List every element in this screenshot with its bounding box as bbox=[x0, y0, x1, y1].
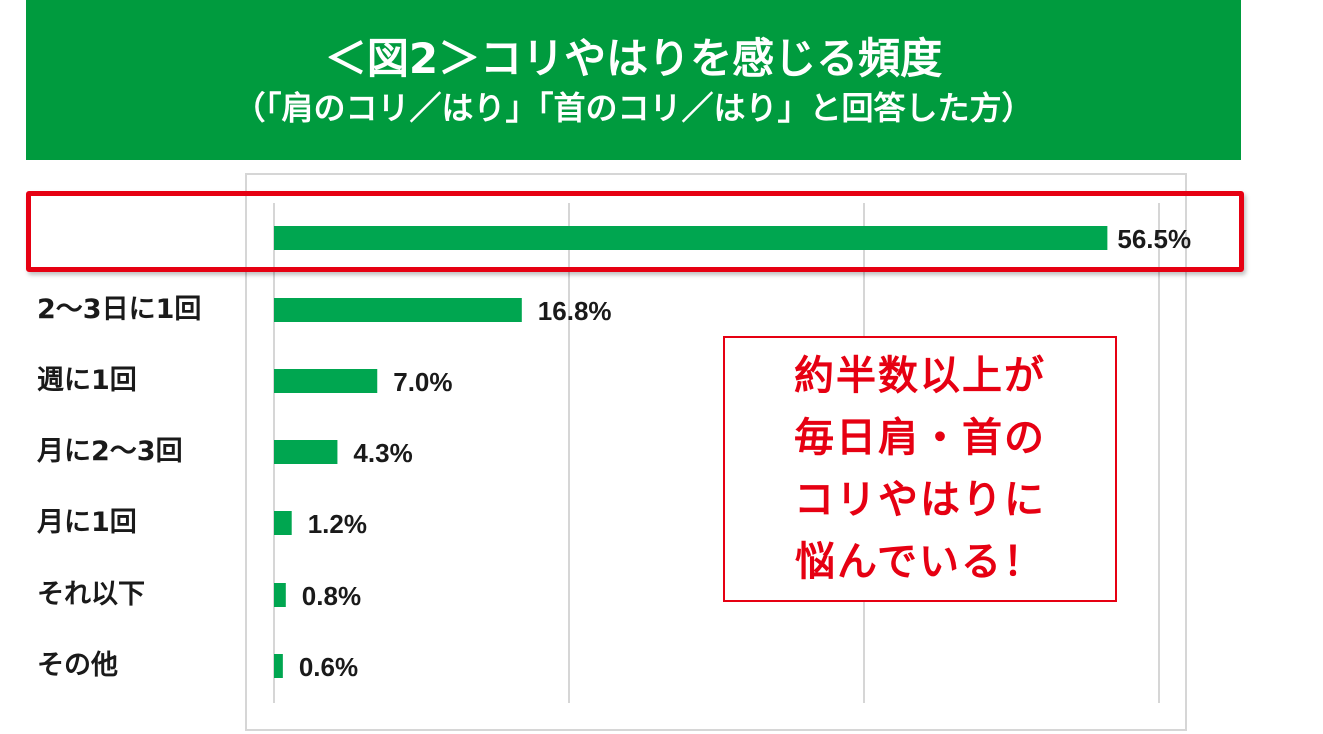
title-banner: ＜図2＞コリやはりを感じる頻度 （「肩のコリ／はり」「首のコリ／はり」と回答した… bbox=[26, 0, 1241, 160]
category-label: 2～3日に1回 bbox=[37, 294, 202, 325]
category-label: 月に1回 bbox=[37, 507, 137, 538]
category-label: その他 bbox=[37, 650, 118, 681]
callout-line: 悩んでいる！ bbox=[795, 539, 1045, 585]
data-label: 56.5% bbox=[1117, 224, 1191, 254]
chart-subtitle: （「肩のコリ／はり」「首のコリ／はり」と回答した方） bbox=[233, 89, 1034, 127]
bar bbox=[274, 298, 522, 322]
bar bbox=[274, 654, 283, 678]
category-label: 週に1回 bbox=[37, 365, 137, 396]
category-label: それ以下 bbox=[37, 579, 145, 610]
data-label: 0.6% bbox=[299, 652, 358, 682]
highlight-box bbox=[26, 191, 1244, 272]
bar bbox=[274, 369, 378, 393]
chart-title: ＜図2＞コリやはりを感じる頻度 bbox=[324, 34, 943, 83]
bar bbox=[274, 583, 286, 607]
category-label: 月に2～3回 bbox=[37, 436, 183, 467]
bar bbox=[274, 440, 338, 464]
bar bbox=[274, 511, 292, 535]
data-label: 4.3% bbox=[353, 438, 412, 468]
data-label: 1.2% bbox=[308, 509, 367, 539]
data-label: 0.8% bbox=[302, 581, 361, 611]
callout-line: コリやはりに bbox=[794, 477, 1046, 523]
callout-box: 約半数以上が 毎日肩・首の コリやはりに 悩んでいる！ bbox=[723, 336, 1117, 602]
data-label: 16.8% bbox=[538, 296, 612, 326]
data-label: 7.0% bbox=[393, 367, 452, 397]
callout-line: 約半数以上が bbox=[794, 353, 1046, 399]
bar bbox=[274, 226, 1108, 250]
callout-line: 毎日肩・首の bbox=[794, 415, 1046, 461]
